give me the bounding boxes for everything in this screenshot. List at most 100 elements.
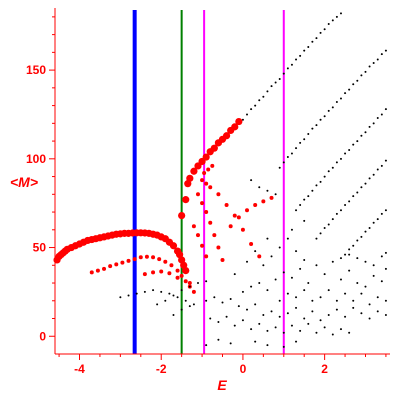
data-point-tiny-black (262, 313, 265, 316)
data-point-tiny-black (168, 292, 171, 295)
data-point-small-red (179, 273, 184, 278)
data-point-tiny-black (295, 340, 298, 343)
data-point-tiny-black (254, 250, 257, 253)
data-point-small-red (159, 269, 164, 274)
data-point-tiny-black (213, 296, 216, 299)
data-point-tiny-black (319, 180, 322, 183)
data-point-tiny-black (339, 157, 342, 160)
data-point-tiny-black (372, 62, 375, 65)
data-point-tiny-black (323, 326, 326, 329)
data-point-tiny-black (315, 237, 318, 240)
data-point-tiny-black (380, 113, 383, 116)
data-point-tiny-black (299, 141, 302, 144)
data-point-tiny-black (323, 273, 326, 276)
data-point-tiny-black (339, 328, 342, 331)
data-point-tiny-black (356, 191, 359, 194)
data-point-tiny-black (335, 101, 338, 104)
data-point-small-red (126, 258, 131, 263)
data-point-tiny-black (364, 260, 367, 263)
data-point-small-red (245, 208, 250, 213)
data-point-tiny-black (335, 15, 338, 18)
y-tick-label: 100 (26, 152, 46, 166)
data-point-tiny-black (254, 340, 257, 343)
data-point-tiny-black (380, 280, 383, 283)
data-point-tiny-black (246, 308, 249, 311)
data-point-tiny-black (323, 115, 326, 118)
data-point-tiny-black (180, 289, 183, 292)
data-point-tiny-black (327, 170, 330, 173)
data-point-tiny-black (372, 264, 375, 267)
data-point-tiny-black (376, 310, 379, 313)
data-point-tiny-black (384, 209, 387, 212)
data-point-tiny-black (327, 289, 330, 292)
data-point-tiny-black (266, 237, 269, 240)
data-point-tiny-black (319, 118, 322, 121)
data-point-tiny-black (303, 289, 306, 292)
data-point-tiny-black (307, 46, 310, 49)
data-point-tiny-black (270, 310, 273, 313)
data-point-tiny-black (384, 108, 387, 111)
data-point-tiny-black (344, 292, 347, 295)
data-point-tiny-black (384, 159, 387, 162)
data-point-small-red (175, 275, 180, 280)
data-point-large-red (182, 196, 190, 204)
data-point-tiny-black (368, 177, 371, 180)
data-point-small-red (195, 192, 200, 197)
y-tick-label: 0 (39, 329, 46, 343)
data-point-tiny-black (315, 331, 318, 334)
data-point-small-red (200, 243, 205, 248)
data-point-tiny-black (164, 299, 167, 302)
data-point-tiny-black (376, 117, 379, 120)
data-point-tiny-black (295, 306, 298, 309)
data-point-tiny-black (344, 315, 347, 318)
data-point-tiny-black (311, 310, 314, 313)
data-point-tiny-black (384, 313, 387, 316)
data-point-tiny-black (290, 276, 293, 279)
data-point-tiny-black (368, 227, 371, 230)
data-point-tiny-black (188, 305, 191, 308)
data-point-small-red (187, 281, 192, 286)
data-point-tiny-black (339, 257, 342, 260)
data-point-tiny-black (180, 308, 183, 311)
data-point-tiny-black (360, 312, 363, 315)
data-point-small-red (157, 257, 162, 262)
data-point-tiny-black (184, 299, 187, 302)
data-point-tiny-black (376, 168, 379, 171)
data-point-tiny-black (339, 97, 342, 100)
data-point-tiny-black (274, 193, 277, 196)
data-point-small-red (204, 181, 209, 186)
data-point-tiny-black (246, 113, 249, 116)
data-point-tiny-black (348, 200, 351, 203)
data-point-tiny-black (282, 72, 285, 75)
data-point-tiny-black (290, 152, 293, 155)
data-point-tiny-black (303, 138, 306, 141)
data-point-tiny-black (315, 264, 318, 267)
data-point-small-red (175, 268, 180, 273)
data-point-small-red (204, 254, 209, 259)
data-point-tiny-black (352, 143, 355, 146)
data-point-tiny-black (282, 331, 285, 334)
data-point-tiny-black (344, 152, 347, 155)
data-point-tiny-black (348, 331, 351, 334)
data-point-tiny-black (205, 299, 208, 302)
data-point-tiny-black (250, 108, 253, 111)
data-point-tiny-black (360, 74, 363, 77)
data-point-tiny-black (352, 299, 355, 302)
data-point-tiny-black (348, 269, 351, 272)
data-point-tiny-black (352, 195, 355, 198)
y-tick-label: 50 (33, 241, 47, 255)
data-point-tiny-black (352, 244, 355, 247)
data-point-tiny-black (241, 319, 244, 322)
data-point-tiny-black (384, 267, 387, 270)
data-point-small-red (206, 167, 211, 172)
data-point-tiny-black (380, 164, 383, 167)
data-point-tiny-black (274, 326, 277, 329)
data-point-tiny-black (266, 289, 269, 292)
data-point-tiny-black (307, 322, 310, 325)
data-point-tiny-black (327, 109, 330, 112)
data-point-tiny-black (335, 308, 338, 311)
data-point-tiny-black (205, 344, 208, 347)
data-point-large-red (231, 123, 239, 131)
data-point-tiny-black (192, 303, 195, 306)
data-point-tiny-black (339, 278, 342, 281)
